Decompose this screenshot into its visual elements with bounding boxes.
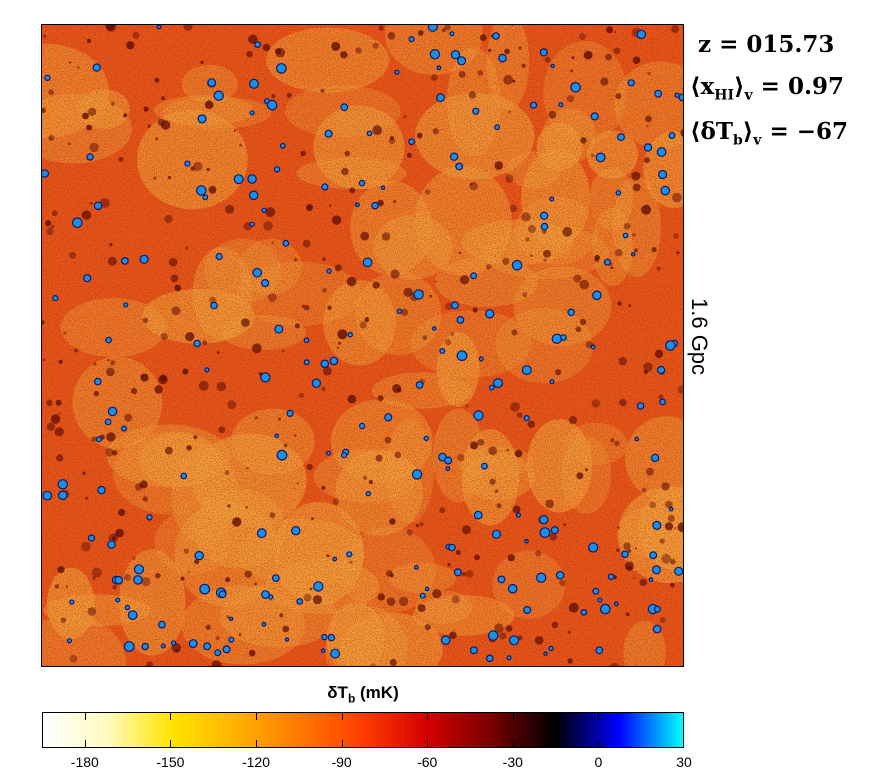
mean-dtb-value: −67 bbox=[796, 118, 849, 145]
colorbar-tick-label: -90 bbox=[331, 754, 352, 770]
colorbar-tick-mark bbox=[256, 740, 257, 748]
colorbar-tick-mark bbox=[598, 740, 600, 748]
mean-dtb-annotation: ⟨δTb⟩v = −67 bbox=[690, 118, 849, 149]
colorbar-tick-label: -120 bbox=[241, 754, 271, 770]
colorbar-tick-label: 0 bbox=[594, 754, 603, 770]
colorbar-tick-mark bbox=[170, 740, 172, 748]
colorbar-tick-mark bbox=[512, 740, 514, 748]
colorbar-ticks bbox=[42, 712, 684, 748]
scale-bar-label: 1.6 Gpc bbox=[687, 298, 712, 376]
colorbar-tick-label: -150 bbox=[156, 754, 185, 770]
colorbar-tick-mark bbox=[341, 740, 343, 748]
redshift-annotation: z = 015.73 bbox=[698, 31, 835, 58]
colorbar-tick-mark bbox=[427, 712, 429, 720]
redshift-value: 015.73 bbox=[746, 31, 835, 58]
ionized-regions bbox=[42, 25, 683, 663]
colorbar-tick-mark bbox=[427, 740, 429, 748]
colorbar-tick-label: -30 bbox=[502, 754, 523, 770]
colorbar-tick-mark bbox=[512, 712, 514, 720]
colorbar-tick-label: -180 bbox=[70, 754, 99, 770]
colorbar-tick-mark bbox=[683, 712, 684, 720]
brightness-temperature-map bbox=[41, 24, 684, 667]
colorbar-tick-label: 30 bbox=[676, 754, 692, 770]
colorbar-tick-mark bbox=[84, 712, 86, 720]
colorbar-tick-mark bbox=[683, 740, 684, 748]
dark-filaments bbox=[42, 25, 683, 666]
colorbar-title: δTb (mK) bbox=[327, 683, 399, 706]
colorbar-tick-mark bbox=[84, 740, 86, 748]
map-image bbox=[42, 25, 683, 666]
colorbar-tick-label: -60 bbox=[417, 754, 438, 770]
neutral-fraction-annotation: ⟨xHI⟩v = 0.97 bbox=[690, 73, 844, 104]
colorbar-tick-mark bbox=[598, 712, 600, 720]
colorbar-tick-mark bbox=[341, 712, 343, 720]
neutral-fraction-value: 0.97 bbox=[787, 73, 844, 100]
redshift-label: z bbox=[698, 31, 712, 58]
colorbar-tick-mark bbox=[256, 712, 257, 720]
colorbar-tick-mark bbox=[170, 712, 172, 720]
noise-texture bbox=[42, 25, 683, 666]
colorbar bbox=[42, 712, 684, 748]
